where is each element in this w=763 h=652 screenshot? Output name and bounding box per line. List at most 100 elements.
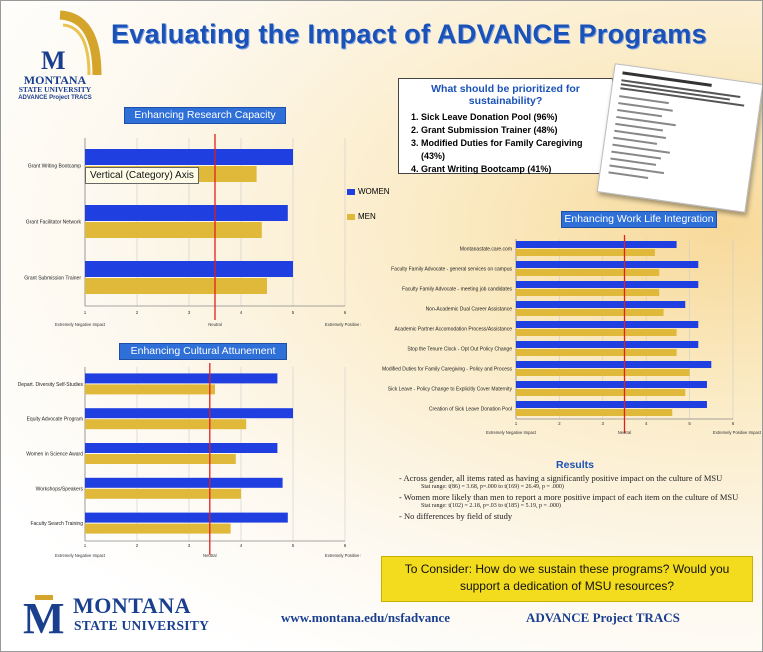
result-stat: Stat range: t(86) = 3.68, p=.000 to t(16… bbox=[421, 484, 564, 490]
result-stat: Stat range: t(102) = 2.18, p=.03 to t(18… bbox=[421, 503, 561, 509]
bar-women bbox=[516, 281, 699, 288]
results-section: Results - Across gender, all items rated… bbox=[399, 459, 751, 521]
category-label: Stop the Tenure Clock - Opt Out Policy C… bbox=[407, 347, 512, 353]
result-bullet: - No differences by field of study bbox=[399, 511, 513, 521]
bar-men bbox=[85, 419, 247, 430]
scale-label-high: Extremely Positive Impact bbox=[325, 322, 361, 327]
footer-name1: MONTANA bbox=[73, 593, 191, 618]
x-tick-label: 4 bbox=[240, 543, 243, 548]
survey-thumbnail bbox=[596, 63, 762, 213]
scale-label-low: Extremely Negative Impact bbox=[486, 430, 537, 435]
x-tick-label: 5 bbox=[688, 421, 691, 426]
bar-men bbox=[516, 349, 677, 356]
x-tick-label: 1 bbox=[515, 421, 518, 426]
bar-men bbox=[516, 369, 690, 376]
x-tick-label: 4 bbox=[645, 421, 648, 426]
bar-men bbox=[516, 289, 660, 296]
bar-women bbox=[85, 149, 293, 165]
chart-research-capacity: Grant Writing Bootcamp Grant Facilitator … bbox=[24, 134, 361, 327]
footer-logo: M MONTANA STATE UNIVERSITY bbox=[21, 591, 231, 641]
category-label: Creation of Sick Leave Donation Pool bbox=[429, 407, 512, 413]
scale-label-high: Extremely Positive Impact bbox=[713, 430, 761, 435]
footer-url-link[interactable]: www.montana.edu/nsfadvance bbox=[281, 610, 451, 625]
bar-women bbox=[516, 341, 699, 348]
scale-label-mid: Neutral bbox=[208, 322, 222, 327]
scale-label-high: Extremely Positive Impact bbox=[325, 553, 361, 558]
x-tick-label: 5 bbox=[292, 310, 295, 315]
bar-women bbox=[516, 321, 699, 328]
bar-men bbox=[85, 384, 215, 395]
category-label: Grant Facilitator Network bbox=[26, 220, 82, 226]
bar-men bbox=[516, 309, 664, 316]
results-heading: Results bbox=[556, 459, 594, 471]
bar-women bbox=[85, 512, 288, 523]
bar-men bbox=[85, 222, 262, 238]
bar-men bbox=[85, 523, 231, 534]
category-label: Faculty Family Advocate - meeting job ca… bbox=[402, 287, 513, 293]
bar-men bbox=[516, 389, 686, 396]
logo-line3: ADVANCE Project TRACS bbox=[18, 95, 92, 101]
svg-text:M: M bbox=[23, 594, 65, 641]
category-label: Faculty Search Training bbox=[30, 521, 83, 527]
bar-women bbox=[516, 301, 686, 308]
scale-label-low: Extremely Negative Impact bbox=[55, 322, 106, 327]
bar-women bbox=[516, 401, 707, 408]
priority-item: Modified Duties for Family Caregiving (4… bbox=[421, 137, 604, 163]
bar-women bbox=[516, 261, 699, 268]
footer-project: ADVANCE Project TRACS bbox=[526, 610, 680, 625]
bar-men bbox=[85, 454, 236, 464]
msu-logo: M MONTANA STATE UNIVERSITY ADVANCE Proje… bbox=[5, 7, 105, 107]
priorities-box: What should be prioritized for sustainab… bbox=[398, 78, 613, 174]
legend-women-swatch bbox=[347, 189, 355, 195]
x-tick-label: 1 bbox=[84, 310, 87, 315]
category-label: Grant Submission Trainer bbox=[24, 276, 81, 282]
category-label: Sick Leave - Policy Change to Explicitly… bbox=[388, 387, 513, 393]
x-tick-label: 3 bbox=[188, 543, 191, 548]
footer-m-icon: M bbox=[23, 594, 65, 641]
x-tick-label: 5 bbox=[292, 543, 295, 548]
legend-women-label: WOMEN bbox=[358, 187, 390, 196]
x-tick-label: 4 bbox=[240, 310, 243, 315]
category-label: Modified Duties for Family Caregiving - … bbox=[382, 367, 513, 373]
priority-item: Grant Writing Bootcamp (41%) bbox=[421, 163, 604, 176]
bar-women bbox=[85, 205, 288, 221]
bar-women bbox=[85, 477, 283, 488]
logo-arch-icon: M bbox=[41, 10, 102, 76]
page-title: Evaluating the Impact of ADVANCE Program… bbox=[111, 19, 707, 49]
x-tick-label: 3 bbox=[602, 421, 605, 426]
category-label: Workshops/Speakers bbox=[36, 486, 84, 492]
bar-women bbox=[85, 408, 293, 419]
bar-women bbox=[516, 241, 677, 248]
x-tick-label: 1 bbox=[84, 543, 87, 548]
chart-cultural-attunement: Depart. Diversity Self-Studies Equity Adv… bbox=[18, 363, 361, 558]
bar-men bbox=[516, 269, 660, 276]
scale-label-low: Extremely Negative Impact bbox=[55, 553, 106, 558]
bar-women bbox=[516, 361, 712, 368]
chart-title-cultural: Enhancing Cultural Attunement bbox=[119, 343, 287, 360]
legend-men-label: MEN bbox=[358, 212, 376, 221]
x-tick-label: 6 bbox=[344, 310, 347, 315]
category-label: Depart. Diversity Self-Studies bbox=[18, 382, 84, 388]
bar-women bbox=[85, 373, 278, 384]
x-tick-label: 6 bbox=[732, 421, 735, 426]
bar-men bbox=[85, 278, 267, 294]
priority-item: Grant Submission Trainer (48%) bbox=[421, 124, 604, 137]
category-label: Non-Academic Dual Career Assistance bbox=[426, 307, 513, 313]
category-label: Grant Writing Bootcamp bbox=[28, 164, 81, 170]
bar-men bbox=[85, 488, 241, 499]
x-tick-label: 2 bbox=[136, 543, 139, 548]
legend-men-swatch bbox=[347, 214, 355, 220]
category-label: Faculty Family Advocate - general servic… bbox=[391, 267, 512, 273]
footer-name2: STATE UNIVERSITY bbox=[74, 618, 210, 633]
bar-men bbox=[516, 249, 655, 256]
bar-women bbox=[85, 261, 293, 277]
scale-label-mid: Neutral bbox=[618, 430, 632, 435]
chart-title-worklife: Enhancing Work Life Integration bbox=[561, 211, 717, 228]
priorities-heading: What should be prioritized for sustainab… bbox=[431, 83, 580, 107]
priorities-list: Sick Leave Donation Pool (96%) Grant Sub… bbox=[407, 111, 604, 176]
result-bullet: - Across gender, all items rated as havi… bbox=[399, 473, 723, 483]
logo-line1: MONTANA bbox=[23, 73, 87, 87]
consider-banner: To Consider: How do we sustain these pro… bbox=[381, 556, 753, 602]
category-label: Women in Science Award bbox=[26, 452, 83, 458]
